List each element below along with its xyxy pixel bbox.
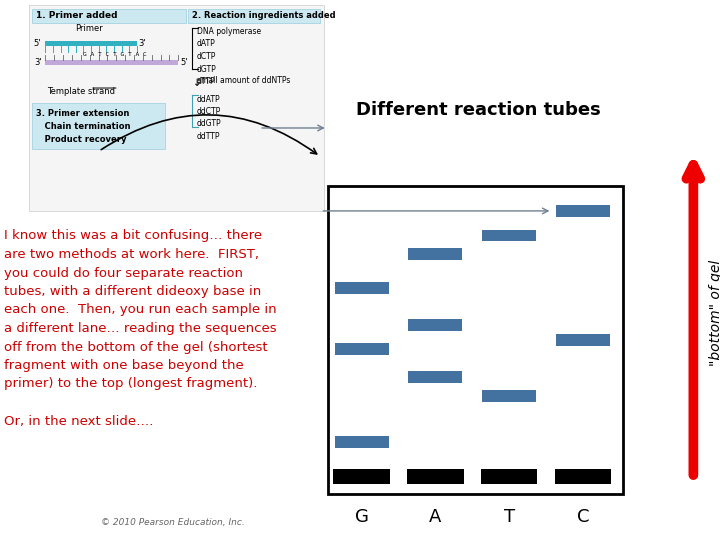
Text: 3': 3' (34, 58, 42, 66)
Text: A: A (429, 508, 441, 525)
Bar (335, 343, 389, 355)
Text: I know this was a bit confusing… there
are two methods at work here.  FIRST,
you: I know this was a bit confusing… there a… (4, 230, 276, 428)
Text: ↓: ↓ (193, 78, 202, 89)
Text: ddATP
ddCTP
ddGTP
ddTTP: ddATP ddCTP ddGTP ddTTP (197, 94, 222, 141)
Bar (335, 282, 389, 294)
Bar (45, 60, 179, 65)
Text: Different reaction tubes: Different reaction tubes (356, 101, 601, 119)
Bar (32, 103, 166, 148)
Text: 5': 5' (181, 58, 188, 66)
Text: 1. Primer added: 1. Primer added (36, 11, 117, 20)
Text: C: C (577, 508, 589, 525)
Text: G: G (355, 508, 369, 525)
Text: 3. Primer extension
   Chain termination
   Product recovery: 3. Primer extension Chain termination Pr… (36, 109, 130, 144)
Text: "bottom" of gel: "bottom" of gel (708, 260, 720, 366)
Text: 3': 3' (138, 39, 146, 48)
Bar (408, 371, 462, 383)
Bar (556, 334, 610, 346)
Bar (188, 9, 320, 23)
Text: Template strand: Template strand (47, 87, 114, 96)
Bar (408, 319, 462, 330)
Text: G A T C T G T A C: G A T C T G T A C (83, 52, 146, 57)
Bar (335, 436, 389, 448)
Text: Primer: Primer (76, 24, 103, 33)
Bar (45, 41, 137, 46)
Bar (556, 205, 610, 217)
Bar (554, 469, 611, 484)
Bar (328, 186, 623, 494)
Text: small amount of ddNTPs: small amount of ddNTPs (197, 76, 290, 85)
Text: 5': 5' (34, 39, 41, 48)
Bar (333, 469, 390, 484)
Bar (408, 248, 462, 260)
Bar (29, 5, 324, 211)
Bar (32, 9, 186, 23)
Bar (482, 230, 536, 241)
Bar (407, 469, 464, 484)
Text: T: T (503, 508, 515, 525)
Bar (482, 390, 536, 402)
Text: © 2010 Pearson Education, Inc.: © 2010 Pearson Education, Inc. (101, 517, 245, 526)
Bar (481, 469, 538, 484)
Text: DNA polymerase
dATP
dCTP
dGTP
dTTP: DNA polymerase dATP dCTP dGTP dTTP (197, 27, 261, 86)
Text: 2. Reaction ingredients added: 2. Reaction ingredients added (192, 11, 336, 20)
